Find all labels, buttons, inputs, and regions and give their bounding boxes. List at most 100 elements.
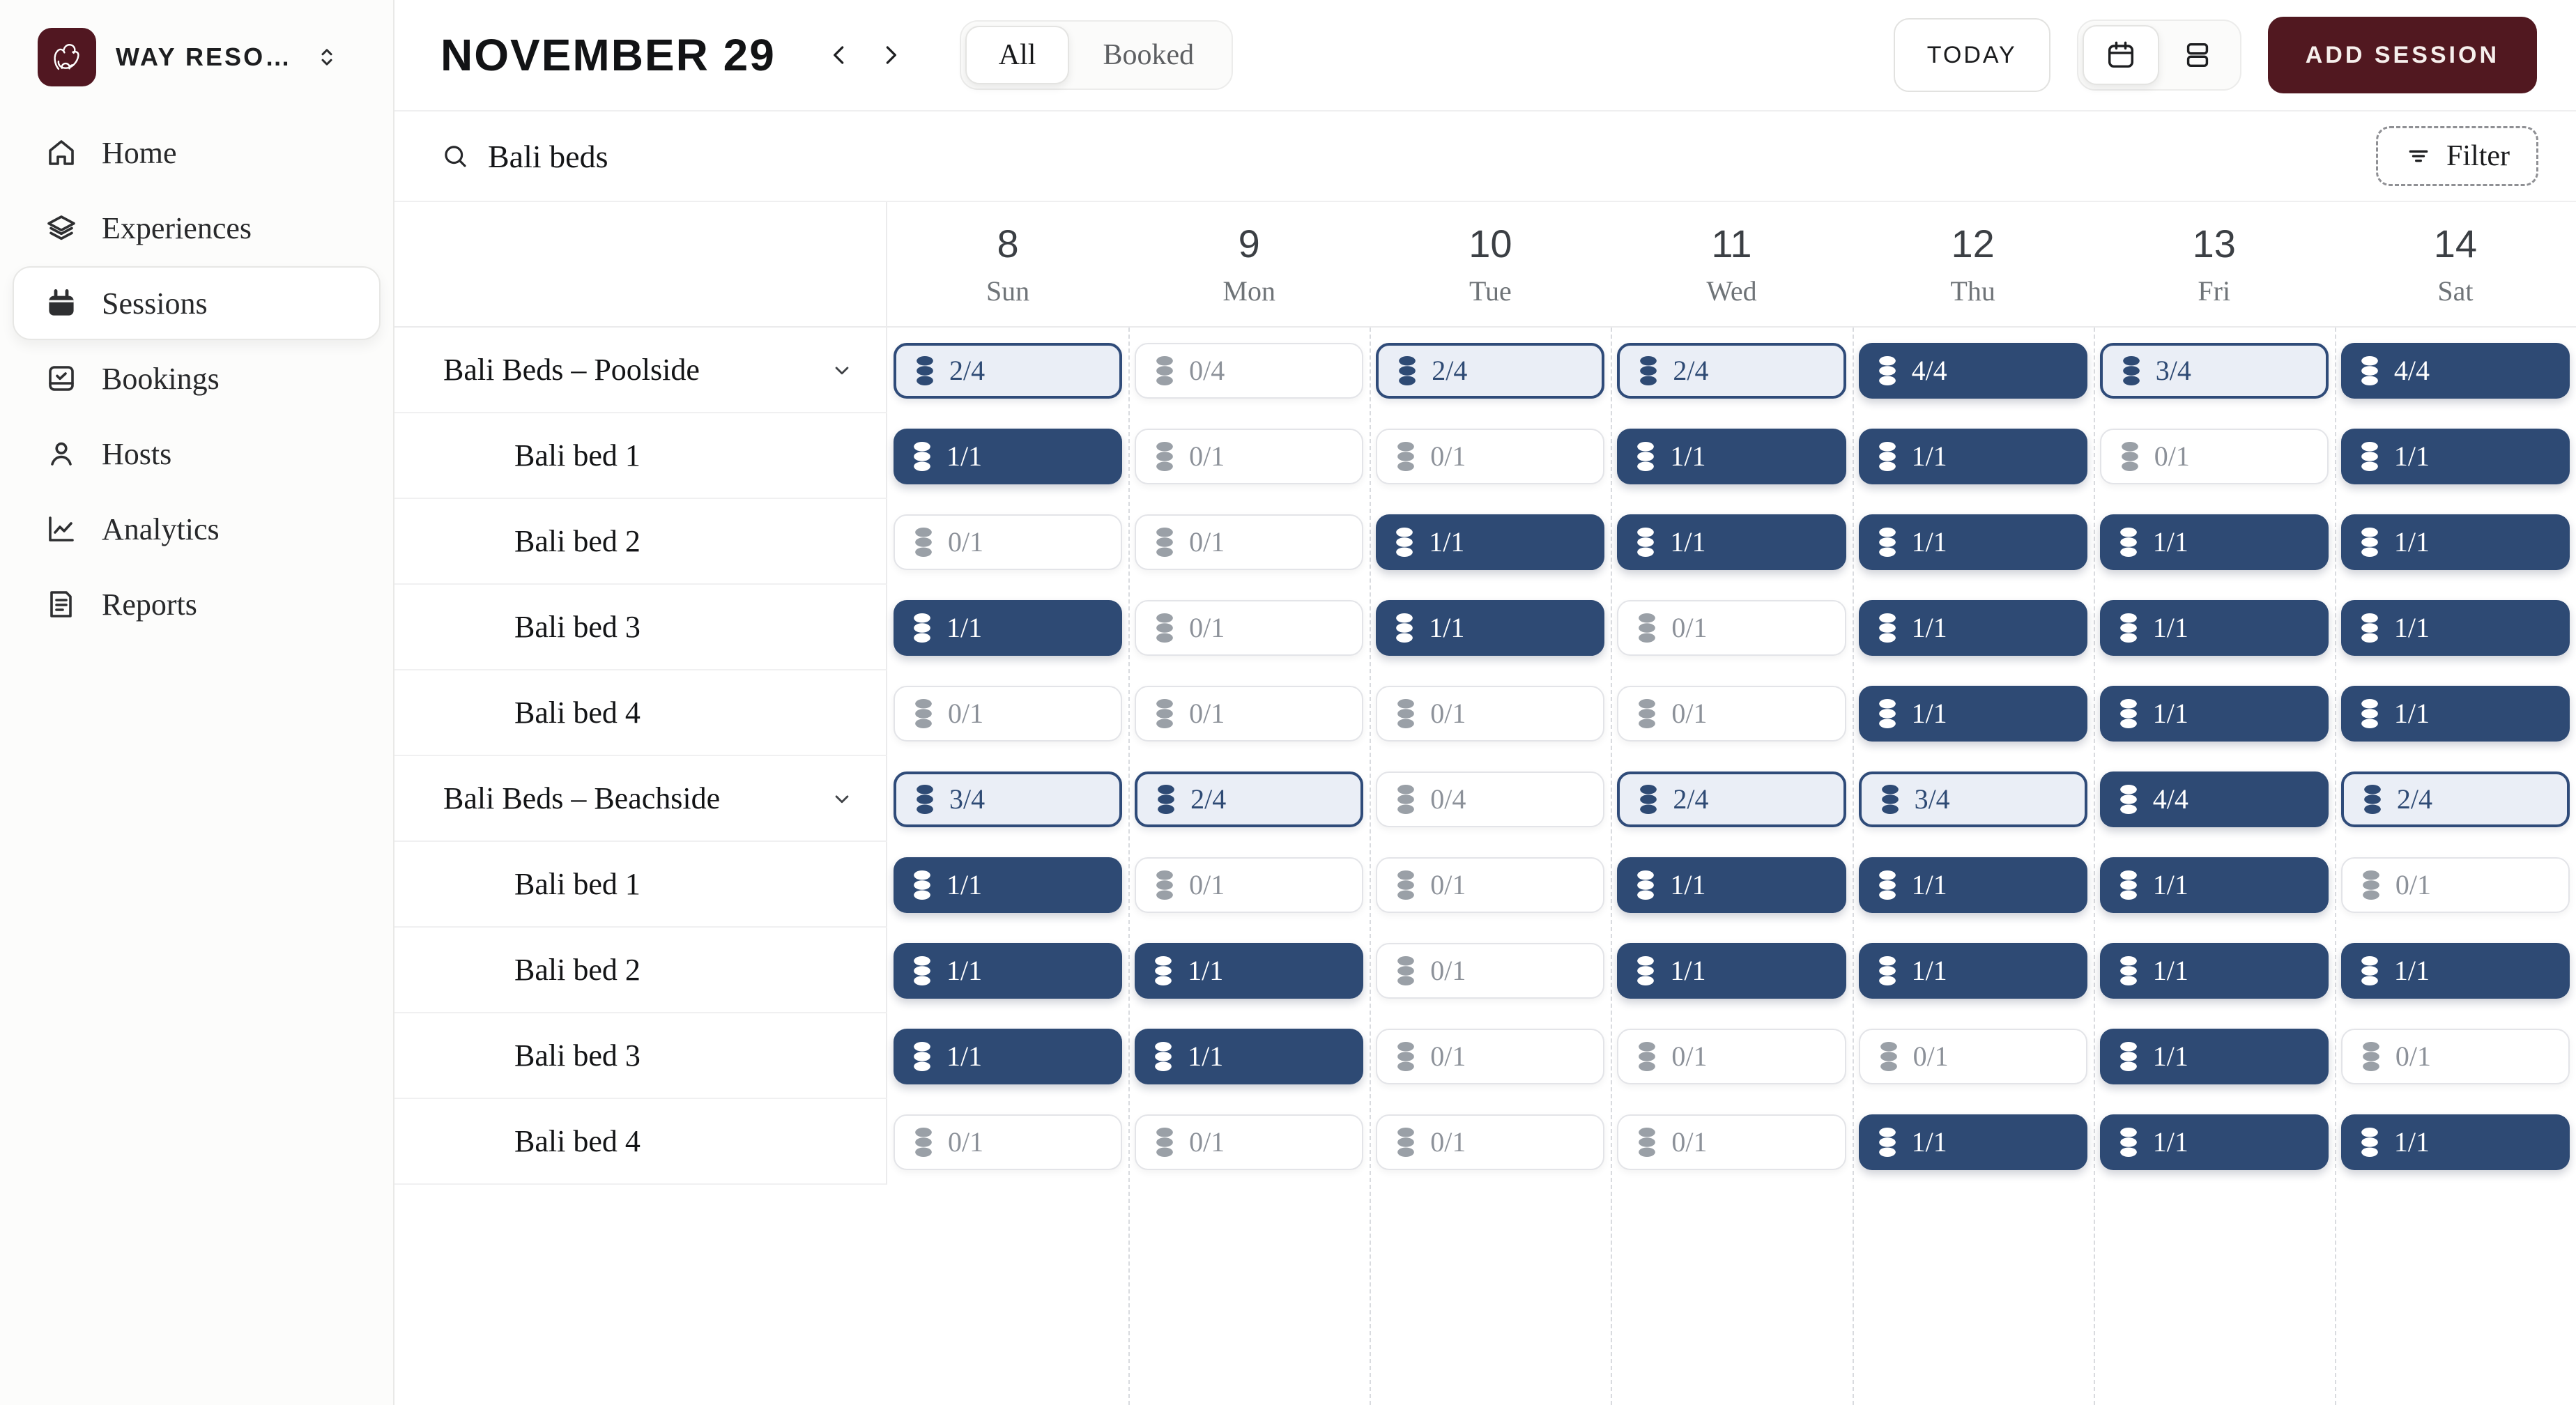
add-session-button[interactable]: ADD SESSION [2267, 17, 2537, 93]
sidebar-item-analytics[interactable]: Analytics [13, 492, 381, 566]
session-cell[interactable]: 1/1 [2099, 857, 2329, 913]
session-cell[interactable]: 1/1 [2340, 1114, 2570, 1170]
page-title: NOVEMBER 29 [440, 30, 776, 80]
group-row-label: Bali Beds – Poolside [394, 328, 887, 413]
session-cell[interactable]: 2/4 [894, 342, 1123, 399]
day-header-mon: 9 Mon [1128, 202, 1370, 326]
session-cell[interactable]: 1/1 [894, 857, 1123, 913]
session-cell[interactable]: 1/1 [1858, 942, 2087, 999]
today-button[interactable]: TODAY [1893, 18, 2050, 92]
session-cell[interactable]: 0/1 [1617, 685, 1846, 742]
session-cell[interactable]: 1/1 [2099, 1114, 2329, 1170]
session-cell[interactable]: 0/1 [2340, 1028, 2570, 1084]
session-cell[interactable]: 4/4 [2340, 342, 2570, 399]
sidebar-item-bookings[interactable]: Bookings [13, 341, 381, 415]
session-cell[interactable]: 3/4 [894, 771, 1123, 827]
sidebar-item-home[interactable]: Home [13, 116, 381, 190]
session-cell[interactable]: 1/1 [1617, 514, 1846, 570]
session-cell[interactable]: 0/1 [894, 514, 1123, 570]
session-cell[interactable]: 0/1 [1135, 1114, 1364, 1170]
session-cell[interactable]: 0/1 [1617, 1114, 1846, 1170]
session-cell[interactable]: 1/1 [2099, 685, 2329, 742]
collapse-group-button[interactable] [829, 785, 855, 812]
session-cell[interactable]: 1/1 [2340, 685, 2570, 742]
row-label-text: Bali bed 3 [514, 1038, 641, 1073]
session-cell[interactable]: 0/1 [1376, 428, 1605, 484]
session-cell[interactable]: 0/1 [1858, 1028, 2087, 1084]
session-cell[interactable]: 0/1 [2340, 857, 2570, 913]
session-cell[interactable]: 2/4 [1135, 771, 1364, 827]
cell-slot: 1/1 [1128, 928, 1370, 1013]
tab-all[interactable]: All [965, 26, 1070, 84]
session-cell[interactable]: 0/1 [1135, 857, 1364, 913]
session-cell[interactable]: 1/1 [1858, 514, 2087, 570]
session-cell[interactable]: 1/1 [894, 1028, 1123, 1084]
session-cell[interactable]: 0/1 [1376, 857, 1605, 913]
session-cell[interactable]: 1/1 [1858, 685, 2087, 742]
workspace-switcher[interactable]: WAY RESO… [0, 0, 393, 110]
session-cell[interactable]: 4/4 [2099, 771, 2329, 827]
search-input[interactable] [486, 137, 2376, 176]
cell-slot: 4/4 [2094, 756, 2335, 842]
session-cell[interactable]: 0/4 [1376, 771, 1605, 827]
session-cell[interactable]: 3/4 [2099, 342, 2329, 399]
session-cell[interactable]: 1/1 [1135, 942, 1364, 999]
session-cell[interactable]: 1/1 [2099, 942, 2329, 999]
sidebar-item-experiences[interactable]: Experiences [13, 191, 381, 265]
session-cell[interactable]: 1/1 [1617, 942, 1846, 999]
session-cell[interactable]: 1/1 [1858, 599, 2087, 656]
session-cell[interactable]: 1/1 [2340, 599, 2570, 656]
next-week-button[interactable] [865, 30, 915, 80]
session-cell[interactable]: 0/1 [1617, 599, 1846, 656]
session-cell[interactable]: 3/4 [1858, 771, 2087, 827]
session-cell[interactable]: 1/1 [1617, 857, 1846, 913]
session-cell[interactable]: 1/1 [2340, 428, 2570, 484]
collapse-group-button[interactable] [829, 357, 855, 383]
session-cell[interactable]: 0/1 [1376, 1028, 1605, 1084]
session-cell[interactable]: 0/1 [1135, 599, 1364, 656]
session-cell[interactable]: 2/4 [1617, 342, 1846, 399]
list-view-button[interactable] [2159, 25, 2236, 85]
session-cell[interactable]: 0/4 [1135, 342, 1364, 399]
session-cell[interactable]: 0/1 [1617, 1028, 1846, 1084]
session-cell[interactable]: 1/1 [2099, 1028, 2329, 1084]
session-cell[interactable]: 2/4 [2340, 771, 2570, 827]
capacity-text: 4/4 [1911, 355, 1947, 386]
sidebar-item-sessions[interactable]: Sessions [13, 266, 381, 340]
session-cell[interactable]: 0/1 [894, 685, 1123, 742]
session-cell[interactable]: 1/1 [1617, 428, 1846, 484]
cell-slot: 0/1 [2094, 413, 2335, 499]
sidebar-item-reports[interactable]: Reports [13, 567, 381, 641]
prev-week-button[interactable] [815, 30, 865, 80]
session-cell[interactable]: 0/1 [1135, 428, 1364, 484]
session-cell[interactable]: 1/1 [1858, 1114, 2087, 1170]
session-cell[interactable]: 0/1 [1135, 685, 1364, 742]
session-cell[interactable]: 0/1 [1376, 685, 1605, 742]
calendar-view-button[interactable] [2082, 25, 2159, 85]
session-cell[interactable]: 0/1 [1376, 942, 1605, 999]
session-cell[interactable]: 1/1 [1858, 857, 2087, 913]
session-cell[interactable]: 1/1 [2340, 514, 2570, 570]
session-cell[interactable]: 1/1 [1858, 428, 2087, 484]
session-cell[interactable]: 1/1 [894, 599, 1123, 656]
session-cell[interactable]: 0/1 [1376, 1114, 1605, 1170]
sidebar-item-hosts[interactable]: Hosts [13, 417, 381, 491]
day-number: 13 [2192, 222, 2236, 266]
tab-booked[interactable]: Booked [1069, 26, 1227, 84]
filter-button[interactable]: Filter [2376, 126, 2538, 186]
session-cell[interactable]: 1/1 [2340, 942, 2570, 999]
session-cell[interactable]: 1/1 [1376, 599, 1605, 656]
session-cell[interactable]: 1/1 [1135, 1028, 1364, 1084]
session-cell[interactable]: 0/1 [2099, 428, 2329, 484]
session-cell[interactable]: 1/1 [2099, 599, 2329, 656]
session-cell[interactable]: 2/4 [1376, 342, 1605, 399]
session-cell[interactable]: 0/1 [894, 1114, 1123, 1170]
session-cell[interactable]: 1/1 [894, 428, 1123, 484]
session-cell[interactable]: 0/1 [1135, 514, 1364, 570]
session-cell[interactable]: 1/1 [894, 942, 1123, 999]
bookings-icon [43, 360, 79, 397]
session-cell[interactable]: 2/4 [1617, 771, 1846, 827]
session-cell[interactable]: 1/1 [2099, 514, 2329, 570]
session-cell[interactable]: 4/4 [1858, 342, 2087, 399]
session-cell[interactable]: 1/1 [1376, 514, 1605, 570]
